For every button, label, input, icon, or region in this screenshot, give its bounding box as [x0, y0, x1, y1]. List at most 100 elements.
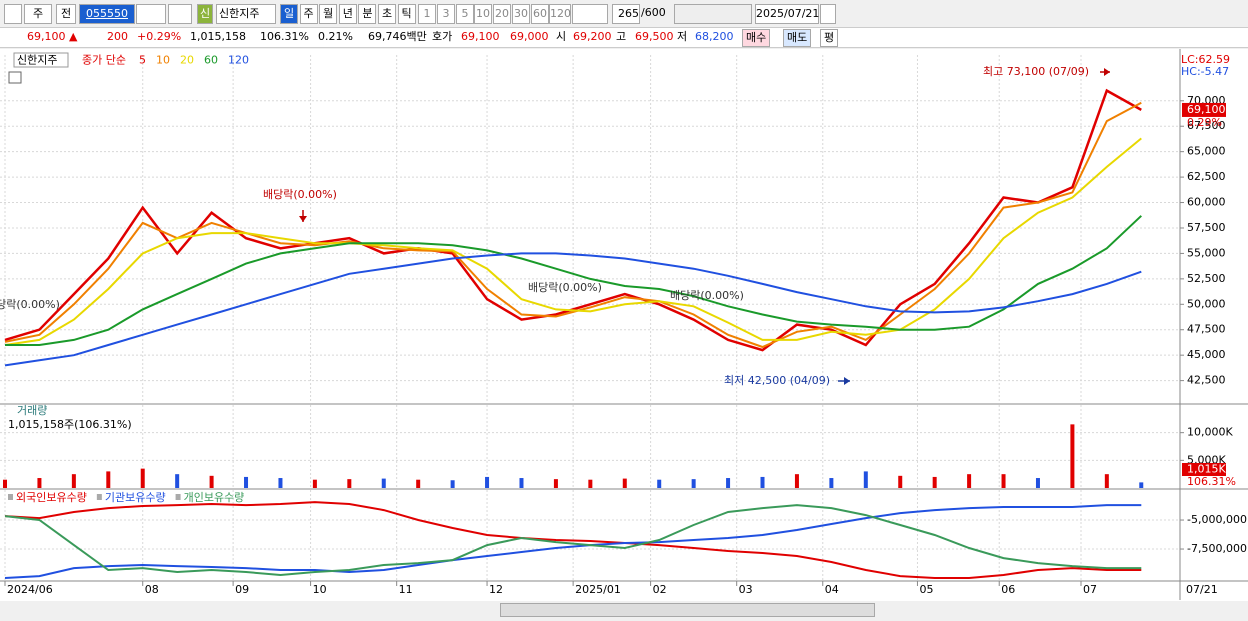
count-max: /600 — [641, 6, 666, 19]
code-input[interactable]: 055550 — [79, 4, 135, 24]
volume-bar — [794, 474, 799, 488]
period-button[interactable]: 분 — [358, 4, 377, 24]
y-tick-label: 47,500 — [1187, 323, 1226, 336]
legend-entry: 개인보유수량 — [184, 491, 245, 504]
quote-field: +0.29% — [137, 30, 182, 43]
ratio-label: 106.31% — [1187, 475, 1236, 488]
annotation: 배당락(0.00%) — [528, 281, 602, 294]
scroll-thumb[interactable] — [500, 603, 875, 617]
volume-bar — [1070, 424, 1075, 488]
period-button[interactable]: 월 — [319, 4, 338, 24]
annotation: 배당락(0.00%) — [0, 298, 60, 311]
quote-field: 69,100 ▲ — [27, 30, 78, 43]
volume-bar — [312, 479, 317, 488]
interval-button[interactable]: 10 — [474, 4, 492, 24]
order-button[interactable]: 매수 — [742, 29, 771, 47]
volume-bar — [450, 480, 455, 488]
x-tick-label: 06 — [1001, 583, 1015, 596]
y-tick-label: 42,500 — [1187, 374, 1226, 387]
volume-bar — [140, 468, 145, 488]
lc-label: LC:62.59 — [1181, 53, 1230, 66]
legend-entry: 10 — [156, 54, 170, 67]
legend-entry: 120 — [228, 54, 249, 67]
date-input[interactable]: 2025/07/21 — [755, 4, 819, 24]
annotation: 배당락(0.00%) — [263, 188, 337, 201]
x-end-label: 07/21 — [1186, 583, 1218, 596]
volume-bar — [175, 474, 180, 488]
volume-bar — [278, 478, 283, 488]
volume-bar — [932, 476, 937, 488]
interval-button[interactable]: 20 — [493, 4, 511, 24]
quote-field: 69,500 — [635, 30, 674, 43]
legend-entry: 기관보유수량 — [105, 491, 166, 504]
empty-combo[interactable] — [572, 4, 608, 24]
interval-button[interactable]: 30 — [512, 4, 530, 24]
period-button[interactable]: 년 — [338, 4, 357, 24]
y-tick-label: 57,500 — [1187, 221, 1226, 234]
stock-name: 신한지주 — [216, 4, 276, 24]
x-tick-label: 11 — [399, 583, 413, 596]
x-tick-label: 12 — [489, 583, 503, 596]
volume-bar — [244, 476, 249, 488]
x-tick-label: 2024/06 — [7, 583, 53, 596]
quote-field: 시 — [556, 30, 567, 43]
y-tick-label: -7,500,000 — [1187, 542, 1247, 555]
window-icon[interactable] — [4, 4, 22, 24]
period-combo[interactable]: 주 — [24, 4, 52, 24]
period-button[interactable]: 일 — [280, 4, 298, 24]
interval-button[interactable]: 60 — [531, 4, 549, 24]
legend-icon — [96, 494, 102, 500]
volume-bar — [898, 475, 903, 488]
quote-field: 200 — [107, 30, 128, 43]
volume-bar — [71, 474, 76, 488]
volume-bar — [657, 479, 662, 488]
order-button[interactable]: 평 — [820, 29, 839, 47]
y-tick-label: 62,500 — [1187, 170, 1226, 183]
chart-title: 신한지주 — [17, 54, 57, 67]
tool-icons[interactable] — [674, 4, 752, 24]
y-tick-label: 50,000 — [1187, 297, 1226, 310]
volume-bar — [1001, 474, 1006, 488]
legend-entry: 외국인보유수량 — [16, 491, 87, 504]
y-tick-label: -5,000,000 — [1187, 513, 1247, 526]
quote-field: 69,200 — [573, 30, 612, 43]
interval-button[interactable]: 1 — [418, 4, 436, 24]
volume-bar — [863, 471, 868, 488]
y-tick-label: 52,500 — [1187, 272, 1226, 285]
series-line — [4, 137, 1142, 346]
annotation: 최저 42,500 (04/09) — [724, 374, 830, 387]
interval-button[interactable]: 3 — [437, 4, 455, 24]
volume-bar — [485, 476, 490, 488]
calendar-icon[interactable] — [820, 4, 836, 24]
y-tick-label: 10,000K — [1187, 426, 1233, 439]
legend-entry: 5 — [139, 54, 146, 67]
sound-icon[interactable] — [168, 4, 192, 24]
chart-subtitle: 1,015,158주(106.31%) — [8, 418, 132, 431]
series-line — [4, 504, 1142, 577]
title-box — [13, 52, 69, 68]
volume-bar — [726, 478, 731, 488]
panel-icon — [8, 71, 22, 84]
period-button[interactable]: 초 — [378, 4, 396, 24]
credit-badge: 신 — [197, 4, 213, 24]
order-button[interactable]: 매도 — [783, 29, 812, 47]
interval-button[interactable]: 5 — [456, 4, 474, 24]
interval-button[interactable]: 120 — [549, 4, 571, 24]
y-tick-label: 67,500 — [1187, 119, 1226, 132]
quote-bar — [0, 27, 1248, 48]
quote-field: 69,100 — [461, 30, 500, 43]
series-line — [4, 504, 1142, 579]
volume-bar — [1104, 474, 1109, 488]
chart-bg — [0, 49, 1248, 601]
volume-bar — [209, 475, 214, 488]
x-tick-label: 10 — [313, 583, 327, 596]
period-button[interactable]: 틱 — [397, 4, 416, 24]
count-input[interactable]: 265 — [612, 4, 640, 24]
quote-field: 68,200 — [695, 30, 734, 43]
volume-bar — [381, 478, 386, 488]
prev-button[interactable]: 전 — [56, 4, 76, 24]
period-button[interactable]: 주 — [299, 4, 318, 24]
search-icon[interactable] — [136, 4, 166, 24]
y-tick-label: 55,000 — [1187, 246, 1226, 259]
